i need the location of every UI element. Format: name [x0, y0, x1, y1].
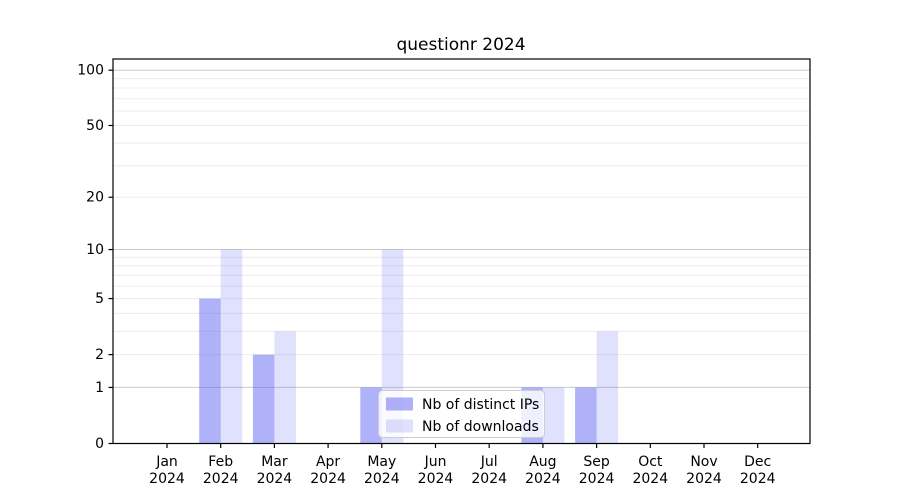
x-axis-tick-label: Dec 2024 [740, 454, 776, 487]
x-axis-tick-label: Apr 2024 [310, 454, 346, 487]
x-axis-tick-label: Jan 2024 [149, 454, 185, 487]
y-axis-tick-label: 50 [86, 118, 104, 134]
bar-downloads-mar [274, 331, 296, 444]
legend-swatch-downloads-icon [386, 419, 413, 433]
x-axis-tick-label: May 2024 [364, 454, 400, 487]
x-axis-tick-label: Sep 2024 [579, 454, 615, 487]
x-axis-tick-label: Nov 2024 [686, 454, 722, 487]
x-axis-tick-label: Jun 2024 [418, 454, 454, 487]
gridlines [113, 69, 810, 388]
legend: Nb of distinct IPs Nb of downloads [378, 390, 545, 438]
y-axis-tick-label: 20 [86, 190, 104, 206]
y-axis-labels: 0 1 2 5 10 20 50 100 [77, 63, 104, 452]
legend-swatch-distinct-ips-icon [386, 397, 413, 411]
x-axis-tick-label: Jul 2024 [471, 454, 507, 487]
x-axis-tick-label: Oct 2024 [632, 454, 668, 487]
x-axis-tick-label: Mar 2024 [257, 454, 293, 487]
bar-distinct-ips-sep [575, 387, 597, 444]
y-axis-tick-label: 2 [95, 347, 104, 363]
chart-title: questionr 2024 [396, 35, 525, 55]
legend-label-downloads: Nb of downloads [422, 419, 539, 435]
x-axis-labels: Jan 2024 Feb 2024 Mar 2024 Apr 2024 May 2024 Jun 20… [149, 454, 775, 487]
plot-border [112, 58, 811, 445]
y-axis-tick-label: 100 [77, 63, 104, 79]
bar-distinct-ips-mar [252, 354, 275, 444]
bar-downloads-sep [596, 331, 619, 444]
bar-downloads-feb [220, 249, 243, 444]
legend-box [378, 390, 545, 438]
legend-label-distinct-ips: Nb of distinct IPs [422, 397, 539, 413]
bar-distinct-ips-feb [199, 298, 221, 444]
y-axis-tick-label: 5 [95, 291, 104, 307]
x-axis-tick-label: Feb 2024 [203, 454, 239, 487]
bar-downloads-aug [542, 387, 565, 444]
bar-distinct-ips-may [360, 387, 382, 444]
axis-tick-marks [108, 69, 759, 448]
x-axis-tick-label: Aug 2024 [525, 454, 561, 487]
y-axis-tick-label: 0 [95, 436, 104, 452]
y-axis-tick-label: 1 [95, 380, 104, 396]
y-axis-tick-label: 10 [86, 242, 104, 258]
